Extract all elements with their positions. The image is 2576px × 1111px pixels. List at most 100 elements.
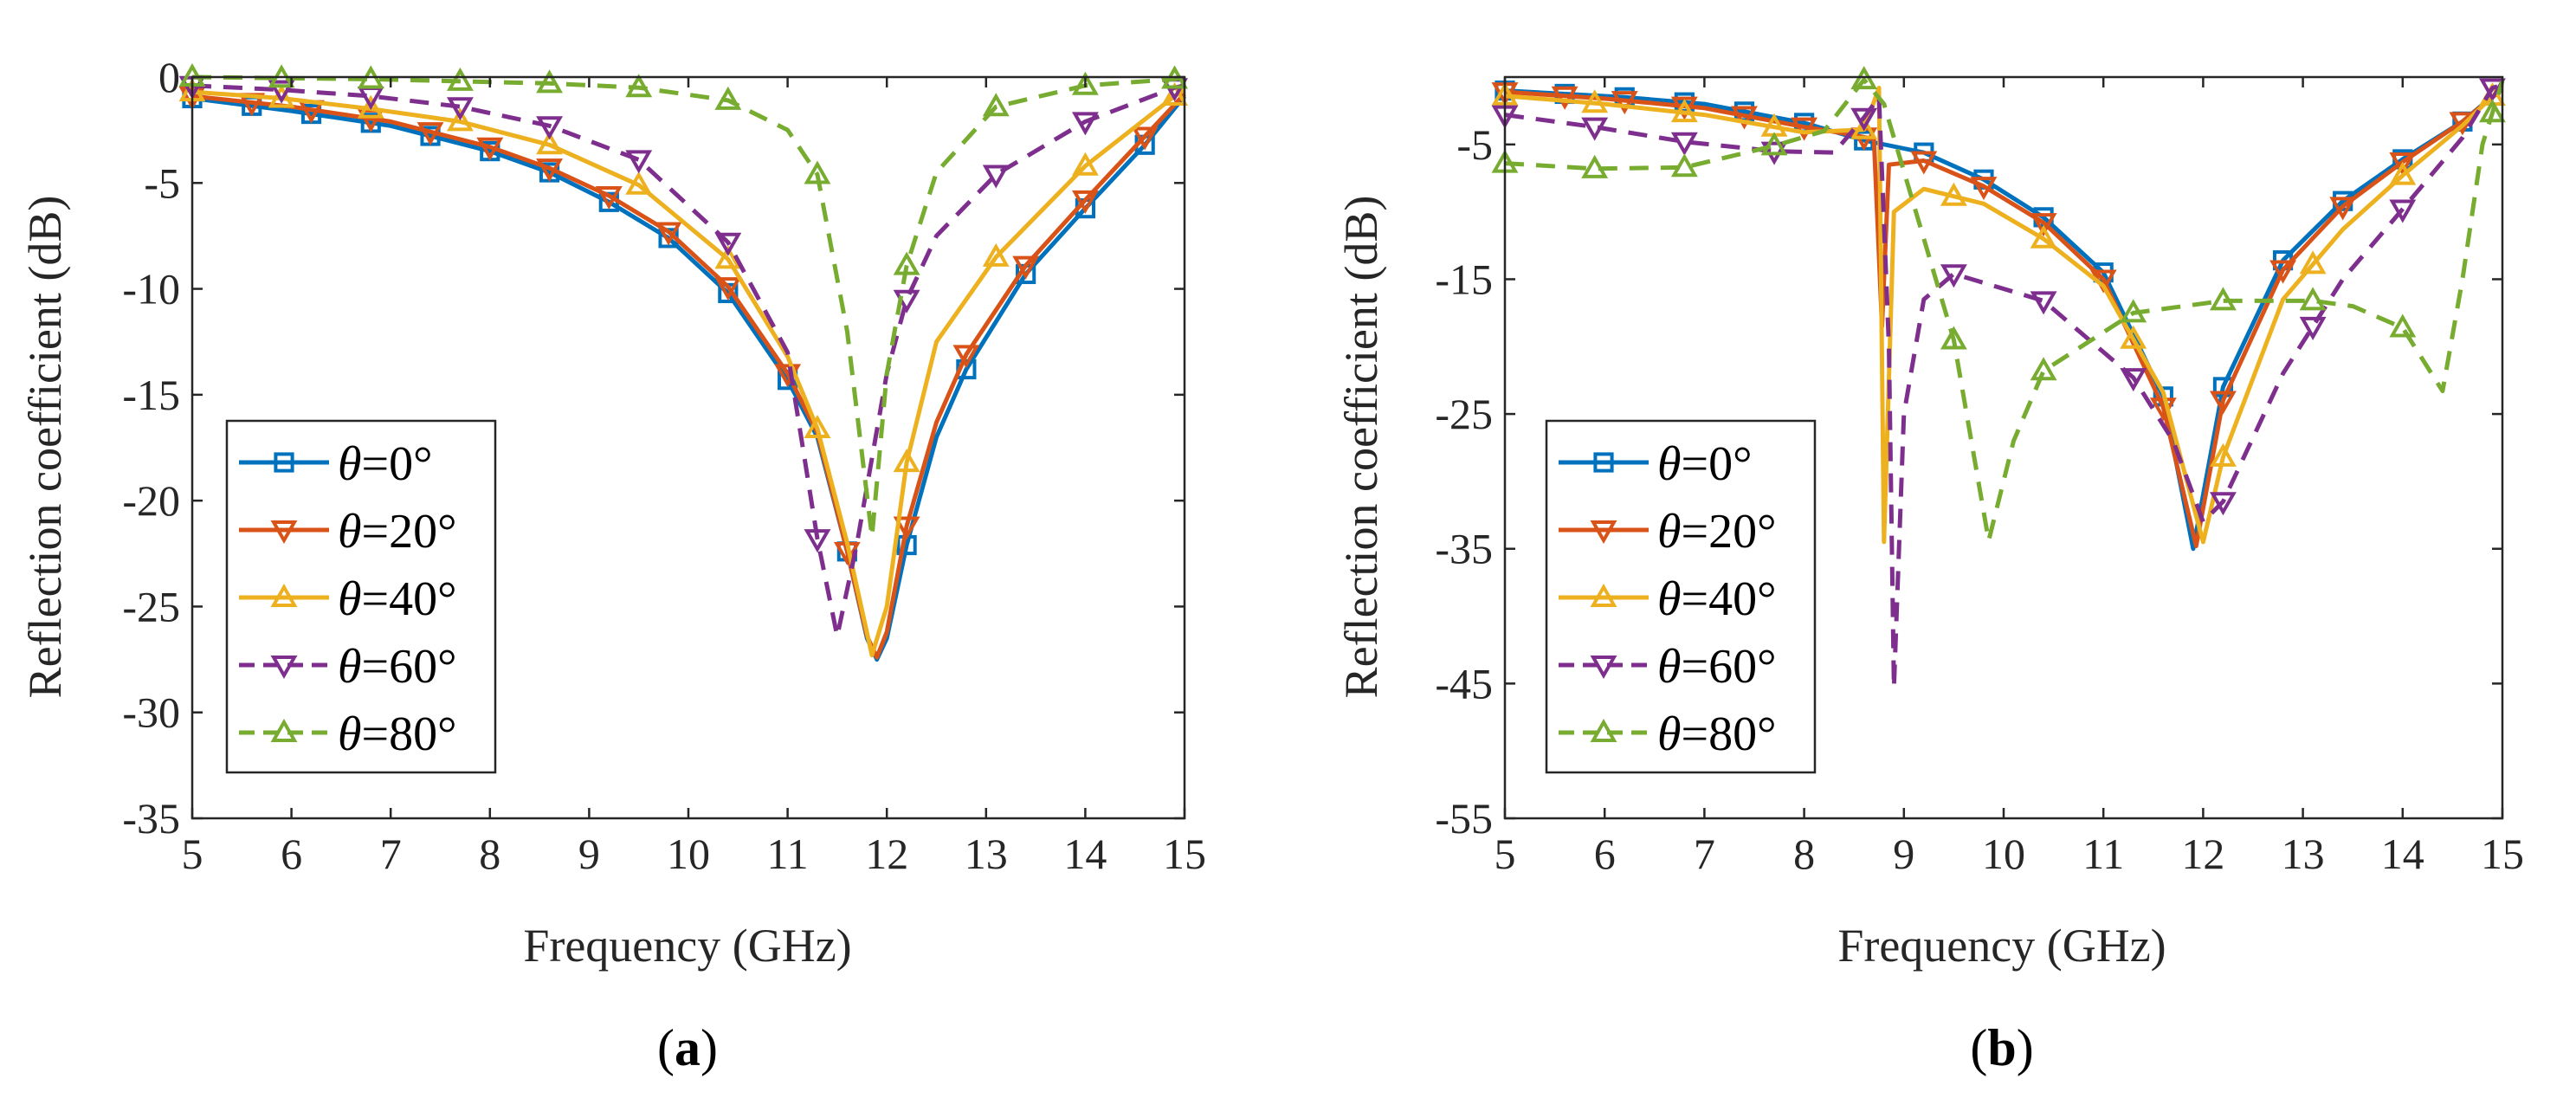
x-tick-label: 6 [1594,830,1616,878]
y-tick-label: -35 [1435,525,1493,573]
triangle-up-marker [1071,71,1099,95]
theta-symbol: θ [338,707,362,761]
plot-area [1491,66,2506,690]
legend-label: θ=40° [1657,572,1777,626]
x-tick-label: 14 [2381,830,2424,878]
x-tick-label: 8 [479,830,500,878]
triangle-down-marker [2209,492,2237,516]
y-tick-label: -15 [122,371,180,419]
theta-symbol: θ [1657,707,1682,761]
x-tick-label: 7 [1694,830,1715,878]
x-tick-label: 11 [767,830,809,878]
legend-item: θ=80° [239,707,457,761]
triangle-up-marker [1071,152,1099,176]
legend-value: =40° [362,572,457,626]
series-line [1504,77,2505,543]
y-tick-label: -35 [122,794,180,843]
legend-label: θ=20° [1657,505,1777,559]
legend-value: =40° [1682,572,1777,626]
legend-label: θ=80° [338,707,457,761]
legend-label: θ=60° [338,640,457,694]
x-tick-label: 8 [1793,830,1815,878]
x-tick-label: 9 [578,830,600,878]
y-tick-label: -25 [122,582,180,630]
triangle-up-marker [1581,89,1609,113]
triangle-down-marker [2030,213,2057,237]
triangle-down-marker [2120,368,2147,392]
triangle-up-marker [536,69,564,94]
triangle-up-marker [2479,99,2506,123]
triangle-down-marker [1791,117,1818,141]
triangle-down-marker [2209,391,2237,415]
caption-a: (a) [657,1019,718,1076]
caption-b: (b) [1970,1019,2033,1076]
triangle-up-marker [893,449,920,473]
legend-label: θ=0° [338,437,433,491]
y-tick-label: -25 [1435,390,1493,438]
triangle-up-marker [893,251,920,275]
triangle-down-marker [476,137,504,161]
triangle-up-marker [2299,287,2327,311]
triangle-down-marker [1131,126,1159,151]
x-tick-label: 12 [865,830,908,878]
y-axis-label: Reflection coefficient (dB) [19,196,71,699]
triangle-up-marker [1590,718,1617,742]
triangle-down-marker [1551,86,1579,110]
triangle-down-marker [1590,656,1617,680]
y-tick-label: -10 [122,265,180,313]
triangle-down-marker [1910,151,1938,175]
theta-symbol: θ [1657,505,1682,559]
legend-value: =80° [1682,707,1777,761]
triangle-down-marker [2269,260,2297,284]
triangle-up-marker [1850,115,1878,139]
legend-label: θ=40° [338,572,457,626]
triangle-up-marker [2030,224,2057,249]
triangle-up-marker [270,718,298,742]
x-tick-label: 13 [2282,830,2325,878]
triangle-up-marker [446,67,474,91]
legend-value: =0° [1682,437,1753,491]
x-axis-label: Frequency (GHz) [523,920,851,972]
triangle-down-marker [1581,117,1609,141]
triangle-down-marker [2299,316,2327,340]
triangle-up-marker [268,84,295,108]
triangle-down-marker [1590,520,1617,545]
plot-area [178,62,1188,662]
theta-symbol: θ [338,572,362,626]
y-tick-label: -5 [1456,120,1493,169]
triangle-down-marker [714,232,742,256]
triangle-down-marker [446,97,474,121]
triangle-up-marker [714,86,742,110]
x-tick-label: 6 [281,830,302,878]
triangle-down-marker [416,122,444,146]
triangle-up-marker [1760,132,1788,156]
triangle-up-marker [1940,326,1967,350]
series-line [1504,87,2504,549]
theta-symbol: θ [1657,640,1682,694]
legend-value: =60° [362,640,457,694]
y-tick-label: 0 [158,53,180,101]
triangle-down-marker [952,345,980,369]
caption-letter: a [675,1019,700,1076]
legend-item: θ=80° [1559,707,1777,761]
triangle-up-marker [357,94,384,119]
triangle-up-marker [2299,250,2327,275]
triangle-up-marker [1590,583,1617,607]
triangle-up-marker [2030,357,2057,381]
triangle-down-marker [1012,255,1040,280]
triangle-down-marker [536,116,564,140]
triangle-up-marker [2389,313,2417,338]
triangle-up-marker [982,93,1010,117]
series-line [1504,82,2503,690]
theta-symbol: θ [338,505,362,559]
legend-value: =80° [362,707,457,761]
triangle-down-marker [1071,190,1099,214]
triangle-down-marker [270,656,298,680]
y-tick-label: -20 [122,476,180,525]
triangle-up-marker [804,414,831,438]
series-2 [178,78,1188,658]
legend-item: θ=60° [1559,640,1777,694]
x-tick-label: 12 [2181,830,2224,878]
y-tick-label: -5 [144,158,180,207]
legend-item: θ=20° [239,505,457,559]
